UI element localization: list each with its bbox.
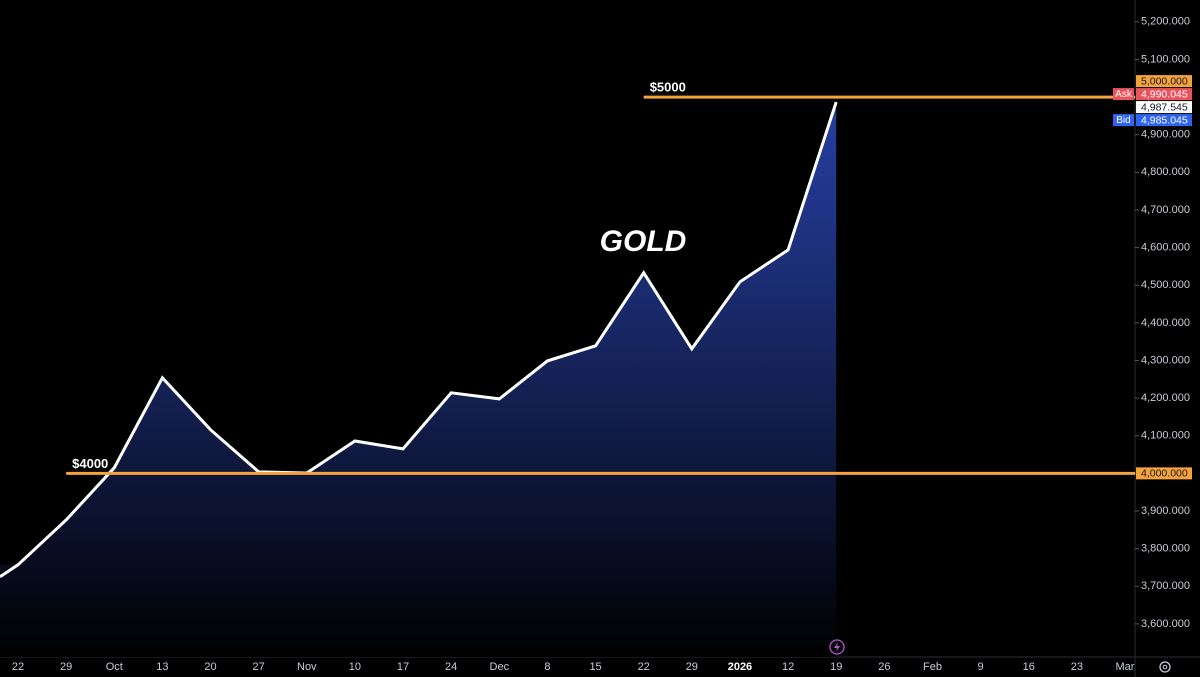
price-label: 4,990.045: [1141, 88, 1188, 100]
price-label-box: [1136, 467, 1192, 480]
lightning-icon: [829, 639, 845, 655]
y-tick-label: 4,800.000: [1141, 166, 1190, 178]
y-tick-label: 4,400.000: [1141, 317, 1190, 329]
price-tag-box: [1113, 114, 1134, 127]
x-tick-label: Dec: [490, 661, 510, 673]
x-tick-label: 27: [253, 661, 265, 673]
y-tick-label: 3,700.000: [1141, 580, 1190, 592]
x-tick-label: 29: [60, 661, 72, 673]
x-tick-label: 20: [204, 661, 216, 673]
x-tick-label: Mar: [1116, 661, 1135, 673]
x-tick-label: 9: [978, 661, 984, 673]
area-fill: [0, 102, 837, 657]
y-tick-label: 3,900.000: [1141, 505, 1190, 517]
y-tick-label: 4,600.000: [1141, 242, 1190, 254]
x-tick-label: 16: [1023, 661, 1035, 673]
y-tick-label: 3,800.000: [1141, 543, 1190, 555]
x-tick-label: Nov: [297, 661, 317, 673]
x-tick-label: 22: [12, 661, 24, 673]
x-tick-label: 2026: [728, 661, 752, 673]
price-label-box: [1136, 75, 1192, 88]
x-tick-label: 12: [782, 661, 794, 673]
y-tick-label: 5,200.000: [1141, 16, 1190, 28]
price-label-box: [1136, 88, 1192, 101]
area-layer: [0, 101, 838, 657]
y-tick-label: 4,900.000: [1141, 129, 1190, 141]
x-tick-label: 19: [830, 661, 842, 673]
y-tick-label: 4,500.000: [1141, 279, 1190, 291]
x-tick-label: Feb: [923, 661, 942, 673]
price-label-box: [1136, 101, 1192, 114]
x-tick-label: Oct: [106, 661, 123, 673]
settings-icon[interactable]: [1159, 661, 1171, 673]
price-label: 4,000.000: [1141, 468, 1188, 480]
y-tick-label: 4,300.000: [1141, 354, 1190, 366]
y-tick-label: 4,700.000: [1141, 204, 1190, 216]
x-tick-label: 15: [589, 661, 601, 673]
level-label: $4000: [72, 456, 108, 471]
price-label: 5,000.000: [1141, 75, 1188, 87]
level-label: $5000: [650, 80, 686, 95]
x-tick-label: 8: [544, 661, 550, 673]
y-tick-label: 4,100.000: [1141, 430, 1190, 442]
x-tick-label: 26: [878, 661, 890, 673]
price-label-box: [1136, 114, 1192, 127]
y-tick-label: 3,600.000: [1141, 618, 1190, 630]
x-tick-label: 17: [397, 661, 409, 673]
x-tick-label: 23: [1071, 661, 1083, 673]
x-tick-label: 13: [156, 661, 168, 673]
chart-title: GOLD: [600, 225, 687, 258]
price-label: 4,985.045: [1141, 114, 1188, 126]
x-tick-label: 29: [686, 661, 698, 673]
price-line: [0, 101, 838, 579]
x-tick-label: 24: [445, 661, 457, 673]
x-tick-label: 10: [349, 661, 361, 673]
price-tag: Ask: [1115, 89, 1133, 100]
y-tick-label: 4,200.000: [1141, 392, 1190, 404]
price-tag-box: [1113, 88, 1134, 101]
y-tick-label: 5,100.000: [1141, 53, 1190, 65]
price-label: 4,987.545: [1141, 101, 1188, 113]
x-tick-label: 22: [638, 661, 650, 673]
price-tag: Bid: [1116, 115, 1130, 126]
